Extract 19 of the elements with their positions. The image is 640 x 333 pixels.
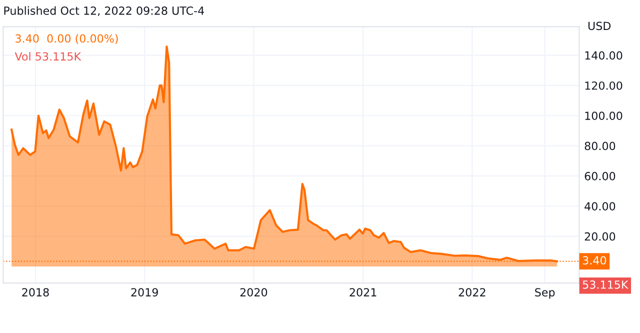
x-tick-label: 2020 — [240, 288, 268, 297]
y-tick-label: 120.00 — [585, 81, 622, 90]
y-tick-label: 40.00 — [584, 202, 616, 211]
y-tick-label: 60.00 — [584, 172, 616, 180]
y-tick-label: 140.00 — [585, 51, 622, 60]
x-tick-label: 2021 — [350, 288, 376, 297]
y-tick-label: 80.00 — [584, 142, 616, 150]
x-tick-label: 2018 — [22, 288, 49, 297]
chart-title: Published Oct 12, 2022 09:28 UTC-4 — [4, 6, 204, 16]
x-tick-label: 2019 — [131, 288, 158, 297]
y-tick-label: 20.00 — [584, 232, 616, 241]
annotation: 3.40 0.00 (0.00%) — [16, 34, 118, 44]
annotation: Vol 53.115K — [14, 52, 82, 61]
x-tick-label: 2022 — [458, 288, 486, 297]
y-axis-title: USD — [588, 22, 611, 30]
ref-line-label: 3.40 — [582, 256, 606, 265]
y-tick-label: 100.00 — [585, 112, 622, 120]
x-tick-label: Sep — [535, 288, 555, 299]
text: 53.115K — [582, 280, 628, 289]
